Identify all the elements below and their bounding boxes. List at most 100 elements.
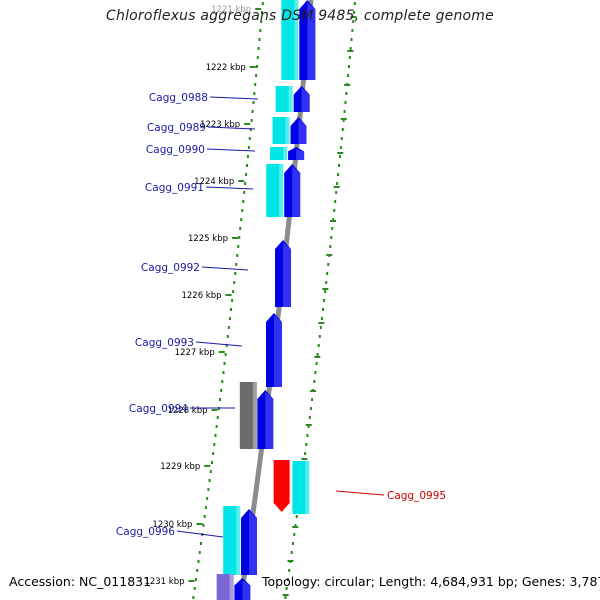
- outer-ring-dot: [311, 398, 314, 401]
- cog-bar-shade: [283, 147, 288, 160]
- cds-arrow-forward-highlight: [296, 149, 305, 160]
- gene-label: Cagg_0989: [147, 122, 206, 134]
- inner-ring-dot: [255, 65, 258, 68]
- outer-ring-mark: [344, 84, 351, 86]
- outer-ring-mark: [350, 16, 357, 18]
- outer-ring-dot: [335, 191, 338, 194]
- outer-ring-mark: [310, 390, 317, 392]
- inner-ring-dot: [244, 182, 247, 185]
- gene-label: Cagg_0992: [141, 262, 200, 274]
- inner-ring-dot: [193, 587, 196, 590]
- outer-ring-dot: [308, 416, 311, 419]
- outer-ring-mark: [292, 526, 299, 528]
- outer-ring-dot: [305, 443, 308, 446]
- outer-ring-dot: [284, 596, 287, 599]
- inner-ring-dot: [216, 416, 219, 419]
- ruler-tick-label: 1226 kbp: [181, 291, 221, 301]
- inner-ring-dot: [226, 335, 229, 338]
- feature-tracks: [216, 0, 316, 600]
- cog-bar-shade: [252, 382, 257, 449]
- inner-ring-dot: [202, 524, 205, 527]
- gene-leader-line: [195, 341, 243, 347]
- inner-ring-dot: [194, 578, 197, 581]
- inner-ring-dot: [261, 2, 264, 5]
- inner-ring-dot: [240, 218, 243, 221]
- inner-ring-dot: [259, 29, 262, 32]
- inner-ring-dot: [257, 47, 260, 50]
- outer-ring-dot: [320, 317, 323, 320]
- gene-label: Cagg_0995: [387, 490, 446, 502]
- cds-arrow-forward-highlight: [283, 242, 292, 307]
- cog-bar-shade: [236, 506, 241, 575]
- cog-bar-shade: [288, 86, 293, 112]
- outer-ring-mark: [301, 458, 308, 460]
- outer-ring-mark: [347, 50, 354, 52]
- inner-ring-dot: [192, 596, 195, 599]
- ruler-tick-labels: 1221 kbp 1222 kbp 1223 kbp 1224 kbp 1225 kbp…: [144, 5, 262, 587]
- outer-ring-dot: [327, 263, 330, 266]
- outer-ring-mark: [340, 118, 347, 120]
- outer-ring-dot: [337, 173, 340, 176]
- outer-ring-dot: [314, 371, 317, 374]
- cds-arrow-forward-highlight: [292, 166, 301, 217]
- outer-ring-dot: [350, 38, 353, 41]
- gene-label: Cagg_0988: [149, 92, 208, 104]
- outer-ring-dot: [336, 182, 339, 185]
- inner-dotted-ring: [192, 2, 264, 599]
- outer-ring-dot: [329, 245, 332, 248]
- inner-ring-dot: [209, 470, 212, 473]
- outer-ring-dot: [338, 155, 341, 158]
- inner-ring-dot: [210, 461, 213, 464]
- inner-ring-dot: [236, 254, 239, 257]
- inner-ring-dot: [241, 209, 244, 212]
- outer-ring-mark: [326, 254, 333, 256]
- inner-ring-dot: [246, 164, 249, 167]
- outer-ring-mark: [337, 152, 344, 154]
- cds-arrow-forward-highlight: [273, 315, 282, 387]
- outer-ring-mark: [282, 594, 289, 596]
- inner-ring-dot: [248, 137, 251, 140]
- inner-ring-dot: [231, 299, 234, 302]
- ruler-tick-label: 1224 kbp: [194, 177, 234, 187]
- inner-ring-dot: [213, 443, 216, 446]
- inner-ring-dot: [243, 191, 246, 194]
- outer-ring-dot: [317, 344, 320, 347]
- inner-ring-dot: [207, 488, 210, 491]
- map-title: Chloroflexus aggregans DSM 9485, complet…: [106, 8, 494, 24]
- outer-ring-dot: [353, 11, 356, 14]
- outer-ring-dot: [347, 74, 350, 77]
- inner-ring-dot: [250, 119, 253, 122]
- outer-ring-dot: [325, 281, 328, 284]
- inner-ring-dot: [223, 362, 226, 365]
- outer-ring-dot: [307, 425, 310, 428]
- inner-ring-dot: [235, 263, 238, 266]
- inner-ring-dot: [227, 326, 230, 329]
- inner-ring-dot: [249, 128, 252, 131]
- inner-ring-dot: [254, 83, 257, 86]
- cog-bar: [216, 574, 234, 600]
- inner-ring-dot: [230, 308, 233, 311]
- outer-ring-mark: [305, 424, 312, 426]
- genome-summary-text: Topology: circular; Length: 4,684,931 bp…: [262, 574, 600, 589]
- inner-ring-dot: [246, 155, 249, 158]
- inner-ring-dot: [208, 479, 211, 482]
- gene-label: Cagg_0996: [116, 526, 175, 538]
- inner-ring-dot: [212, 452, 215, 455]
- gene-leader-line: [176, 530, 224, 538]
- outer-ring-mark: [330, 220, 337, 222]
- outer-ring-mark: [333, 186, 340, 188]
- gene-leader-line: [209, 96, 259, 100]
- outer-ring-dot: [353, 2, 356, 5]
- ruler-tick-label: 1228 kbp: [167, 406, 207, 416]
- inner-ring-dot: [247, 146, 250, 149]
- cog-bar: [239, 382, 257, 449]
- cog-bar: [272, 117, 290, 144]
- accession-text: Accession: NC_011831: [9, 574, 152, 589]
- outer-ring-dot: [316, 353, 319, 356]
- inner-ring-dot: [206, 497, 209, 500]
- outer-ring-dot: [326, 272, 329, 275]
- outer-ring-dot: [334, 200, 337, 203]
- gene-label: Cagg_0994: [129, 403, 188, 415]
- inner-ring-dot: [237, 245, 240, 248]
